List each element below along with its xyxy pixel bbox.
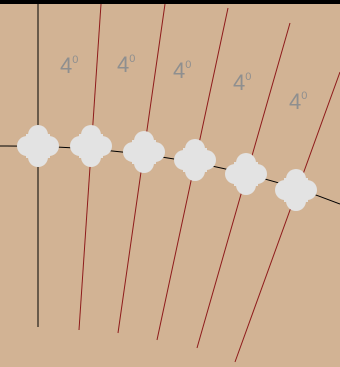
angle-label-4: 40	[233, 70, 251, 95]
cross-shape-6	[275, 169, 317, 211]
cross-shape-4	[174, 139, 216, 181]
cross-shape-3	[123, 131, 165, 173]
red-line-1	[78, 3, 102, 331]
top-bar	[0, 0, 340, 4]
angle-label-3: 40	[173, 58, 191, 83]
angle-label-5: 40	[289, 89, 307, 114]
cross-shape-1	[17, 125, 59, 167]
angle-label-1: 40	[60, 53, 78, 78]
cross-shape-5	[225, 153, 267, 195]
red-line-5	[234, 71, 340, 363]
cross-shape-2	[70, 125, 112, 167]
angle-label-2: 40	[117, 52, 135, 77]
